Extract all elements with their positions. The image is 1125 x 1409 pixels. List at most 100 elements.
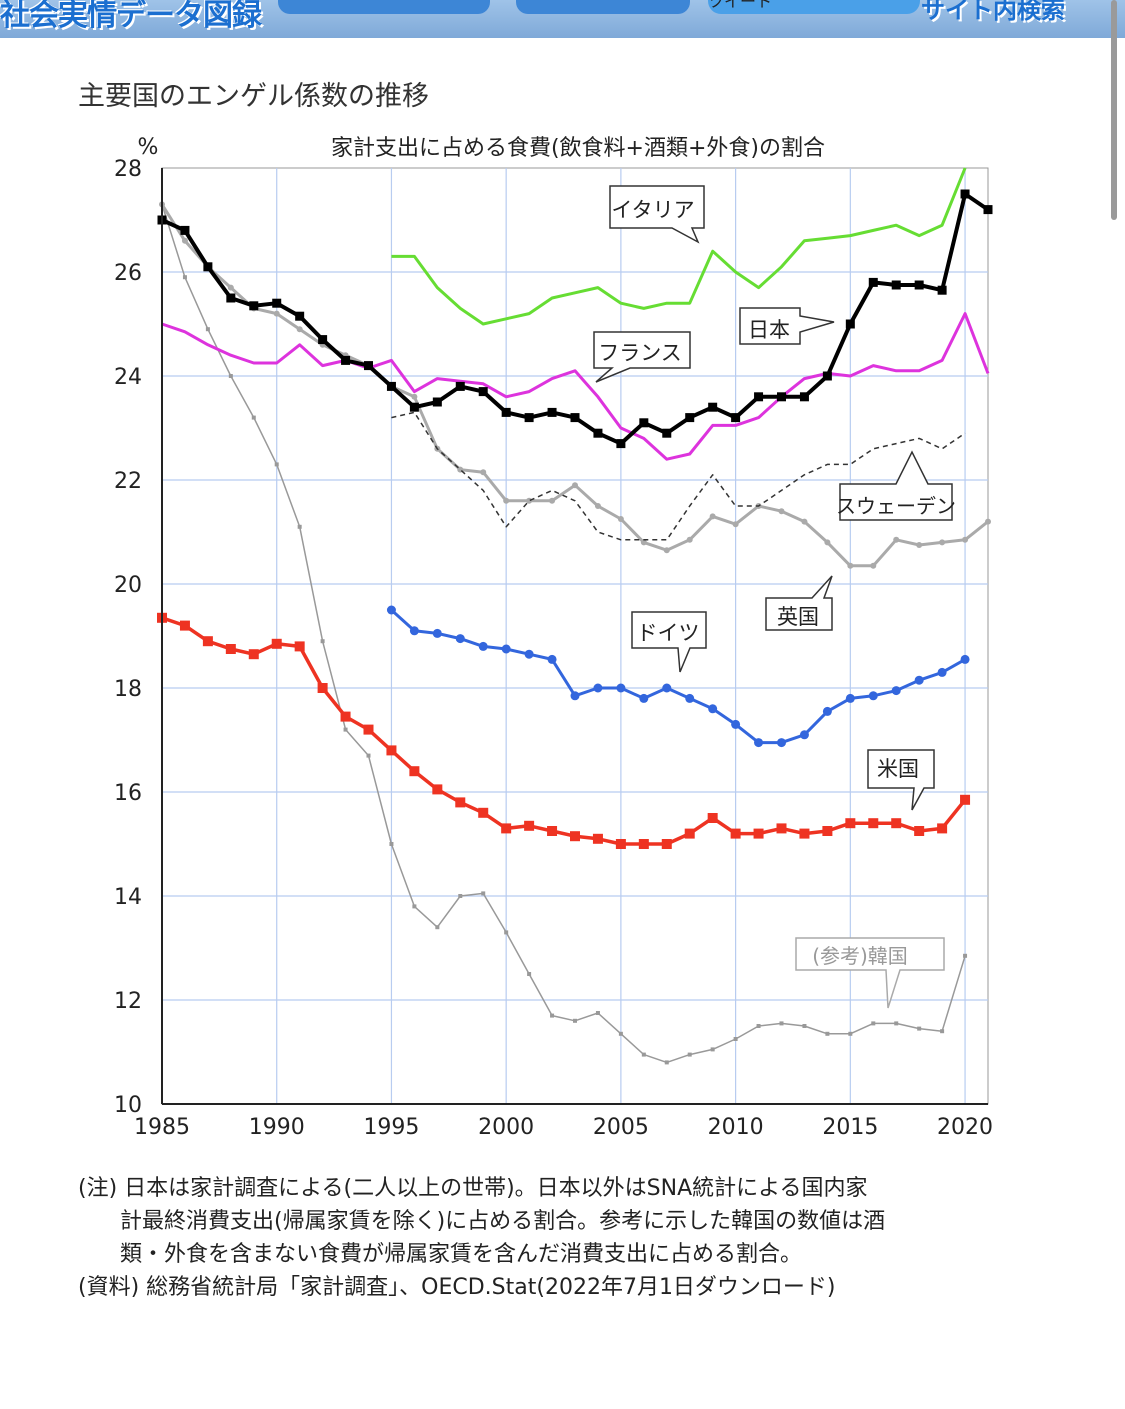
data-point-usa — [179, 620, 190, 631]
data-point-korea — [825, 1031, 830, 1036]
data-point-korea — [389, 842, 394, 846]
data-point-japan — [891, 280, 901, 290]
data-point-germany — [524, 649, 534, 659]
site-logo[interactable]: 社会実情データ図録 — [0, 0, 262, 33]
data-point-korea — [940, 1029, 945, 1034]
data-point-usa — [684, 828, 695, 839]
label-germany: ドイツ — [631, 611, 707, 673]
data-point-japan — [983, 205, 993, 215]
label-italy-text: イタリア — [611, 198, 694, 222]
data-point-japan — [409, 402, 419, 412]
data-point-usa — [776, 823, 787, 834]
data-point-germany — [960, 654, 970, 664]
series-line-sweden — [391, 411, 966, 541]
data-point-usa — [248, 649, 259, 660]
data-point-germany — [937, 667, 947, 677]
series-line-france — [161, 312, 990, 461]
data-point-uk — [824, 539, 831, 546]
data-point-korea — [274, 462, 279, 467]
data-point-usa — [478, 807, 489, 818]
data-point-usa — [524, 820, 535, 831]
data-point-japan — [593, 428, 603, 438]
data-point-uk — [227, 284, 234, 291]
data-point-japan — [364, 361, 373, 371]
label-uk: 英国 — [765, 575, 833, 631]
data-point-japan — [295, 311, 305, 321]
data-point-germany — [914, 675, 924, 685]
data-point-germany — [432, 628, 442, 638]
data-point-korea — [779, 1021, 784, 1026]
data-point-usa — [868, 818, 879, 829]
y-tick-label: 28 — [114, 157, 142, 182]
data-point-germany — [501, 644, 511, 654]
x-tick-label: 2005 — [593, 1115, 649, 1140]
data-point-usa — [386, 745, 397, 756]
label-japan: 日本 — [739, 307, 835, 345]
data-point-uk — [549, 497, 556, 504]
data-point-uk — [411, 393, 418, 400]
data-point-usa — [501, 823, 512, 834]
data-point-japan — [249, 301, 259, 311]
data-point-germany — [845, 693, 855, 703]
y-tick-label: 14 — [114, 885, 142, 910]
data-point-germany — [616, 683, 626, 693]
y-tick-label: 22 — [114, 469, 142, 494]
data-point-usa — [914, 826, 925, 836]
data-point-korea — [481, 891, 486, 896]
data-point-korea — [550, 1013, 555, 1018]
data-point-korea — [618, 1031, 623, 1036]
series-line-korea — [161, 204, 966, 1064]
notes: (注) 日本は家計調査による(二人以上の世帯)。日本以外はSNA統計による国内家… — [78, 1172, 1058, 1304]
y-axis-unit: % — [138, 135, 159, 160]
data-point-japan — [960, 189, 970, 199]
data-point-uk — [594, 503, 601, 509]
data-point-uk — [916, 542, 923, 548]
data-point-japan — [455, 381, 465, 391]
label-italy: イタリア — [609, 185, 705, 244]
data-point-japan — [754, 392, 764, 402]
source-note: (資料) 総務省統計局「家計調査」、OECD.Stat(2022年7月1日ダウン… — [78, 1275, 836, 1300]
data-point-japan — [547, 407, 557, 417]
data-point-usa — [294, 641, 305, 652]
data-point-usa — [202, 636, 213, 647]
site-search-link[interactable]: サイト内検索 — [921, 0, 1065, 24]
data-point-korea — [595, 1011, 600, 1015]
data-point-germany — [891, 686, 901, 696]
label-japan-text: 日本 — [748, 318, 790, 342]
share-button-2[interactable] — [516, 0, 690, 14]
scrollbar[interactable] — [1111, 0, 1117, 220]
data-point-korea — [343, 727, 348, 732]
data-point-usa — [661, 839, 672, 849]
data-point-japan — [318, 335, 328, 345]
series-layer — [157, 167, 993, 1065]
x-tick-label: 1995 — [363, 1115, 419, 1140]
data-point-japan — [478, 387, 488, 397]
data-point-korea — [412, 904, 417, 909]
data-point-japan — [822, 371, 832, 381]
data-point-usa — [340, 711, 351, 722]
data-point-korea — [963, 953, 968, 958]
data-point-usa — [615, 839, 626, 849]
data-point-germany — [478, 641, 488, 651]
tweet-button[interactable]: ツイート — [708, 0, 920, 14]
data-point-uk — [709, 513, 716, 520]
label-france-text: フランス — [598, 341, 682, 365]
data-point-korea — [848, 1031, 853, 1036]
data-point-uk — [617, 516, 624, 522]
data-point-germany — [386, 605, 396, 615]
note-line-2: 計最終消費支出(帰属家賃を除く)に占める割合。参考に示した韓国の数値は酒 — [120, 1209, 886, 1234]
data-point-japan — [662, 428, 672, 438]
engel-coefficient-chart: 家計支出に占める食費(飲食料+酒類+外食)の割合 % 1985 1990 1995 2… — [114, 135, 993, 1140]
label-sweden: スウェーデン — [836, 450, 956, 521]
data-point-germany — [570, 691, 580, 701]
share-button-1[interactable] — [278, 0, 490, 14]
data-point-uk — [296, 326, 303, 333]
data-point-japan — [180, 225, 190, 235]
data-point-usa — [891, 818, 902, 829]
data-point-uk — [663, 547, 670, 554]
data-point-germany — [708, 704, 718, 714]
data-point-japan — [868, 277, 878, 287]
y-tick-label: 18 — [114, 677, 142, 702]
data-point-korea — [871, 1021, 876, 1026]
y-tick-label: 26 — [114, 261, 142, 286]
